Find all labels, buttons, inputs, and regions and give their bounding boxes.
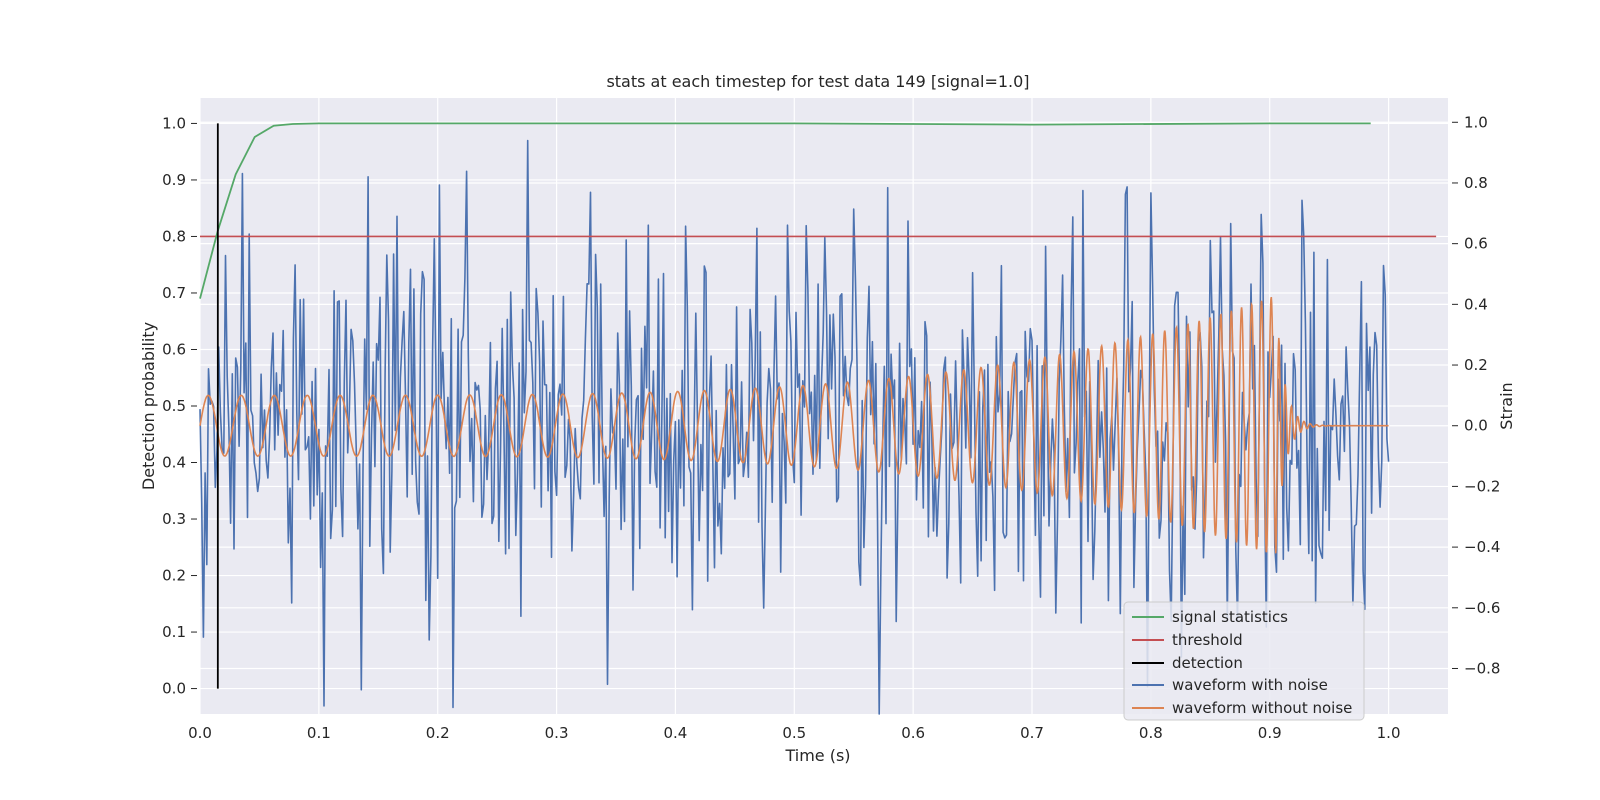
x-tick-label: 0.5 [782,724,806,742]
y-left-tick-label: 0.7 [162,284,186,302]
x-tick-label: 0.8 [1139,724,1163,742]
y-left-tick-label: 0.5 [162,397,186,415]
y-right-tick-label: −0.8 [1464,659,1500,677]
y-left-tick-label: 1.0 [162,114,186,132]
y-left-tick-label: 0.0 [162,680,186,698]
x-axis-label: Time (s) [784,746,850,765]
x-tick-label: 1.0 [1377,724,1401,742]
x-axis-ticks: 0.0 0.1 0.2 0.3 0.4 0.5 0.6 0.7 0.8 0.9 1.0 [188,724,1400,742]
y-right-tick-label: 0.8 [1464,174,1488,192]
y-right-tick-label: −0.6 [1464,599,1500,617]
legend-label-waveform-without-noise: waveform without noise [1172,699,1352,717]
y-right-tick-label: 1.0 [1464,113,1488,131]
left-y-axis-label: Detection probability [139,322,158,490]
legend-label-threshold: threshold [1172,631,1243,649]
right-y-axis-ticks: −0.8 −0.6 −0.4 −0.2 0.0 0.2 0.4 0.6 0.8 1.0 [1452,113,1500,677]
y-left-tick-label: 0.8 [162,227,186,245]
y-left-tick-label: 0.6 [162,340,186,358]
x-tick-label: 0.2 [426,724,450,742]
series-group [199,122,1437,715]
right-y-axis-label: Strain [1497,382,1516,429]
x-tick-label: 0.6 [901,724,925,742]
y-right-tick-label: 0.0 [1464,417,1488,435]
y-right-tick-label: 0.6 [1464,235,1488,253]
legend-label-waveform-with-noise: waveform with noise [1172,676,1328,694]
x-tick-label: 0.0 [188,724,212,742]
y-left-tick-label: 0.1 [162,623,186,641]
legend-label-detection: detection [1172,654,1243,672]
left-y-axis-ticks: 0.0 0.1 0.2 0.3 0.4 0.5 0.6 0.7 0.8 0.9 1.0 [162,114,197,698]
x-tick-label: 0.9 [1258,724,1282,742]
y-left-tick-label: 0.4 [162,454,186,472]
y-right-tick-label: −0.4 [1464,538,1500,556]
x-tick-label: 0.4 [663,724,687,742]
y-left-tick-label: 0.9 [162,171,186,189]
y-right-tick-label: 0.4 [1464,295,1488,313]
x-tick-label: 0.7 [1020,724,1044,742]
chart-title: stats at each timestep for test data 149… [606,72,1029,91]
y-right-tick-label: 0.2 [1464,356,1488,374]
series-signal-statistics [199,122,1371,299]
y-right-tick-label: −0.2 [1464,477,1500,495]
x-tick-label: 0.1 [307,724,331,742]
y-left-tick-label: 0.3 [162,510,186,528]
legend-box [1123,601,1365,721]
series-waveform-without-noise [199,296,1389,554]
legend-label-signal-statistics: signal statistics [1172,608,1288,626]
x-tick-label: 0.3 [545,724,569,742]
y-left-tick-label: 0.2 [162,567,186,585]
legend: signal statistics threshold detection wa… [1123,601,1365,721]
